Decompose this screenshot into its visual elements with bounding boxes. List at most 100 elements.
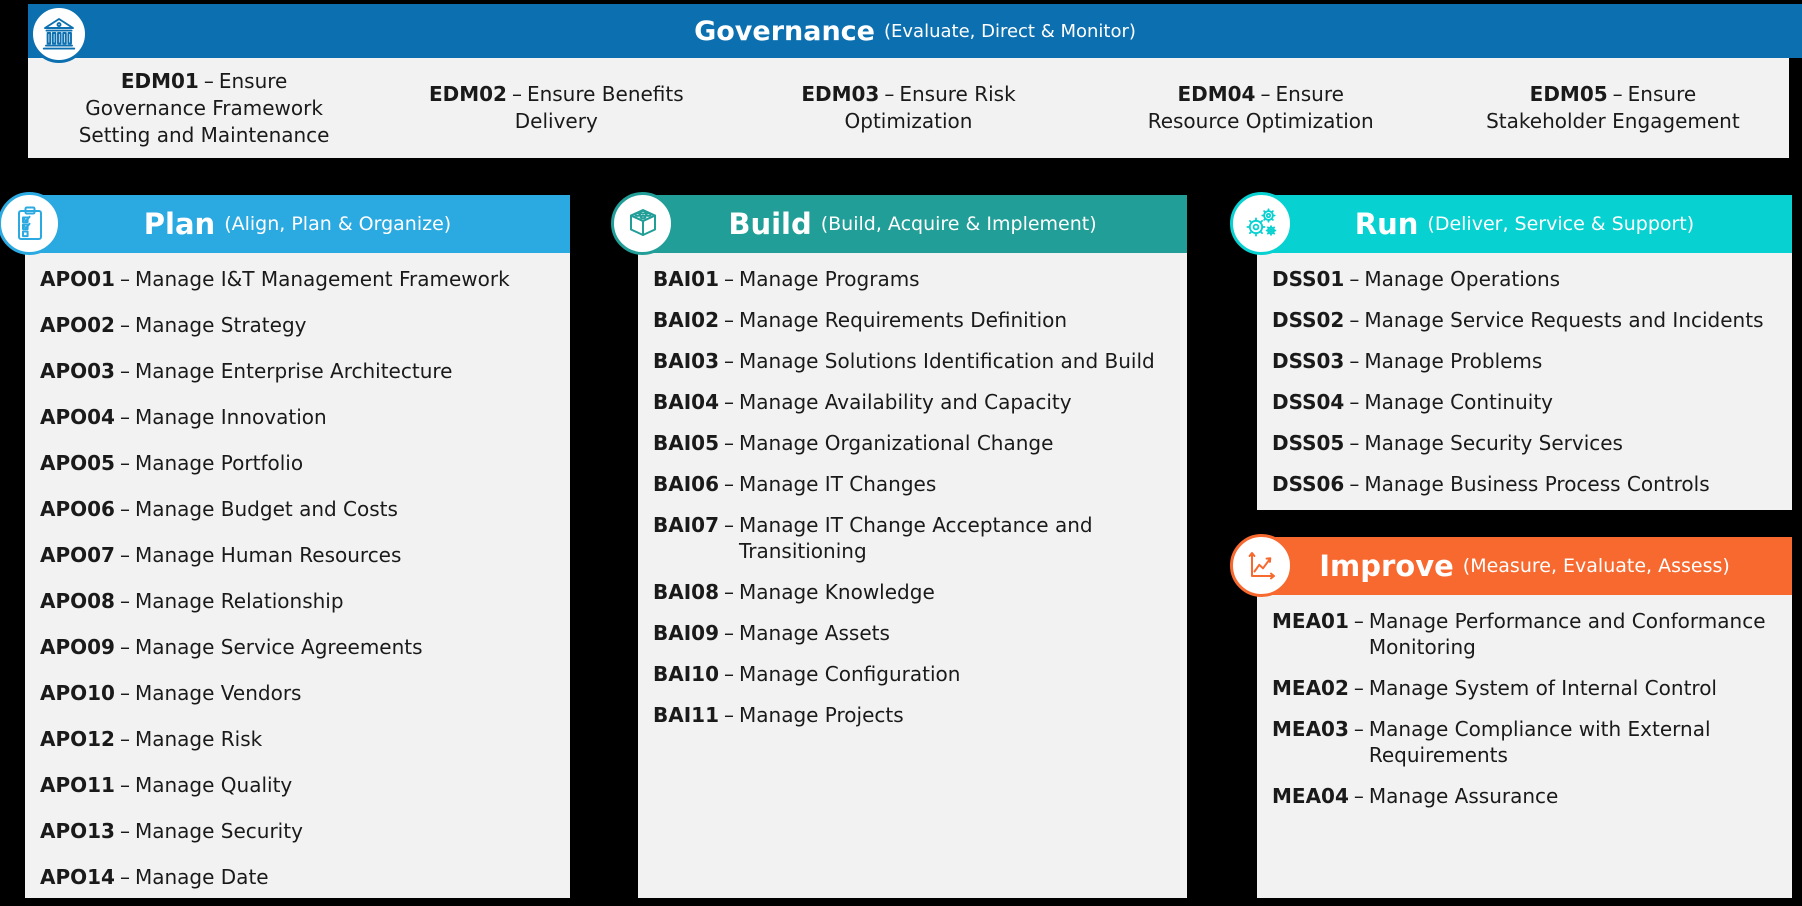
objective-code: BAI11 — [653, 703, 719, 727]
plan-panel-header: Plan (Align, Plan & Organize) — [0, 192, 570, 255]
objective-code: BAI02 — [653, 308, 719, 332]
objective-code: BAI05 — [653, 431, 719, 455]
objective-code: BAI01 — [653, 267, 719, 291]
separator: – — [724, 431, 734, 455]
objective-code: EDM04 — [1177, 82, 1256, 106]
panel-title: Build — [728, 207, 812, 241]
objective-code: EDM03 — [801, 82, 880, 106]
objective-item: DSS06– Manage Business Process Controls — [1272, 471, 1786, 497]
objective-name: Manage Compliance with External Requirem… — [1368, 717, 1711, 767]
objective-name: Manage System of Internal Control — [1368, 676, 1717, 700]
separator: – — [1349, 308, 1360, 332]
separator: – — [1349, 267, 1360, 291]
objective-name: Manage Solutions Identification and Buil… — [739, 349, 1155, 373]
objective-name: Manage Portfolio — [134, 451, 304, 475]
panel-subtitle: (Measure, Evaluate, Assess) — [1462, 555, 1730, 577]
objective-code: MEA03 — [1272, 717, 1349, 741]
objective-name: Ensure Risk Optimization — [844, 82, 1016, 133]
objective-item: APO06– Manage Budget and Costs — [40, 496, 564, 522]
objective-item: APO08– Manage Relationship — [40, 588, 564, 614]
edm-item: EDM01– Ensure Governance Framework Settin… — [28, 68, 380, 149]
separator: – — [724, 267, 734, 291]
objective-code: APO02 — [40, 313, 115, 337]
objective-item: BAI03– Manage Solutions Identification an… — [653, 348, 1181, 374]
objective-name: Manage Requirements Definition — [739, 308, 1068, 332]
objective-item: DSS04– Manage Continuity — [1272, 389, 1786, 415]
objective-name: Ensure Governance Framework Setting and … — [78, 68, 330, 147]
objective-code: APO09 — [40, 635, 115, 659]
run-panel-header: Run (Deliver, Service & Support) — [1230, 192, 1792, 255]
improve-panel: Improve (Measure, Evaluate, Assess) MEA0… — [1230, 534, 1792, 898]
run-panel: Run (Deliver, Service & Support) DSS01– M… — [1230, 192, 1792, 510]
bank-icon — [39, 14, 79, 54]
edm-item: EDM04– Ensure Resource Optimization — [1085, 81, 1437, 135]
build-panel-body: BAI01– Manage Programs BAI02– Manage Requi… — [638, 253, 1187, 898]
separator: – — [724, 662, 734, 686]
objective-code: APO07 — [40, 543, 115, 567]
gears-icon — [1242, 204, 1282, 244]
objective-name: Manage Strategy — [134, 313, 307, 337]
objective-code: APO14 — [40, 865, 115, 889]
objective-code: MEA04 — [1272, 784, 1349, 808]
objective-code: DSS03 — [1272, 349, 1345, 373]
objective-item: BAI10– Manage Configuration — [653, 661, 1181, 687]
objective-item: APO04– Manage Innovation — [40, 404, 564, 430]
objective-item: BAI11– Manage Projects — [653, 702, 1181, 728]
objective-code: EDM01 — [120, 68, 199, 93]
objective-item: MEA03– Manage Compliance with External Re… — [1272, 716, 1786, 768]
edm-item: EDM05– Ensure Stakeholder Engagement — [1437, 81, 1789, 135]
separator: – — [1349, 349, 1360, 373]
separator: – — [724, 390, 734, 414]
objective-item: APO11– Manage Quality — [40, 772, 564, 798]
separator: – — [1349, 390, 1360, 414]
objective-code: DSS04 — [1272, 390, 1345, 414]
objective-item: APO09– Manage Service Agreements — [40, 634, 564, 660]
separator: – — [511, 82, 522, 106]
separator: – — [724, 472, 734, 496]
governance-band: Governance (Evaluate, Direct & Monitor) — [28, 4, 1802, 63]
objective-name: Manage Vendors — [134, 681, 302, 705]
objective-item: BAI09– Manage Assets — [653, 620, 1181, 646]
panel-title: Plan — [143, 207, 216, 241]
separator: – — [1260, 82, 1271, 106]
separator: – — [203, 68, 214, 93]
objective-name: Manage Service Requests and Incidents — [1364, 308, 1764, 332]
objective-code: DSS02 — [1272, 308, 1345, 332]
separator: – — [119, 405, 130, 429]
improve-panel-header: Improve (Measure, Evaluate, Assess) — [1230, 534, 1792, 597]
objective-code: APO13 — [40, 819, 115, 843]
objective-code: EDM02 — [428, 82, 507, 106]
run-icon-circle — [1230, 192, 1293, 255]
objective-code: APO01 — [40, 267, 115, 291]
plan-panel-body: APO01– Manage I&T Management Framework AP… — [25, 253, 570, 898]
objective-item: DSS03– Manage Problems — [1272, 348, 1786, 374]
separator: – — [119, 589, 130, 613]
panel-subtitle: (Deliver, Service & Support) — [1427, 213, 1695, 235]
objective-name: Manage Security Services — [1364, 431, 1623, 455]
plan-icon-circle — [0, 192, 61, 255]
panel-title: Run — [1354, 207, 1419, 241]
separator: – — [724, 703, 734, 727]
objective-code: APO10 — [40, 681, 115, 705]
separator: – — [724, 513, 734, 537]
objective-name: Manage Knowledge — [739, 580, 935, 604]
objective-name: Manage Relationship — [134, 589, 344, 613]
separator: – — [1353, 676, 1364, 700]
objective-name: Manage Quality — [134, 773, 293, 797]
objective-name: Manage Projects — [739, 703, 904, 727]
governance-subtitle: (Evaluate, Direct & Monitor) — [884, 20, 1136, 42]
separator: – — [1353, 609, 1364, 633]
objective-name: Manage Organizational Change — [739, 431, 1054, 455]
separator: – — [1612, 82, 1623, 106]
edm-bar: EDM01– Ensure Governance Framework Settin… — [28, 58, 1789, 158]
objective-code: BAI07 — [653, 513, 719, 537]
objective-code: APO12 — [40, 727, 115, 751]
separator: – — [1353, 784, 1364, 808]
build-icon-circle — [611, 192, 674, 255]
separator: – — [119, 359, 130, 383]
objective-code: APO11 — [40, 773, 115, 797]
objective-code: BAI06 — [653, 472, 719, 496]
build-panel-header: Build (Build, Acquire & Implement) — [611, 192, 1187, 255]
objective-code: BAI10 — [653, 662, 719, 686]
improve-panel-body: MEA01– Manage Performance and Conformance… — [1257, 595, 1792, 898]
